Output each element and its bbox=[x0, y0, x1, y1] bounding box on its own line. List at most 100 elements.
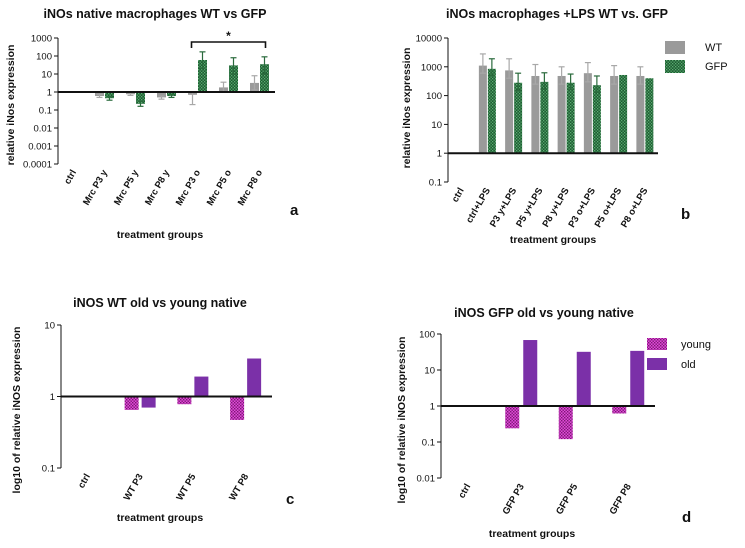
y-tick-label: 1000 bbox=[421, 62, 442, 73]
x-tick-label: ctrl+LPS bbox=[464, 186, 493, 225]
bar-wt bbox=[478, 65, 487, 154]
bar-gfp bbox=[136, 92, 145, 104]
panel-a-plot: 1000 100 10 1 0.1 0.01 0.001 0.0001 ctrl Mrc P3 y… bbox=[23, 29, 275, 208]
panel-d-label: d bbox=[682, 509, 691, 526]
y-tick-label: 0.1 bbox=[429, 178, 442, 189]
bar-old bbox=[576, 351, 591, 406]
y-tick-label: 0.1 bbox=[42, 464, 55, 475]
y-tick-label: 10 bbox=[41, 70, 52, 81]
bar-wt bbox=[610, 75, 619, 154]
panel-d-xlabel: treatment groups bbox=[489, 528, 576, 540]
legend-wt-swatch bbox=[665, 41, 685, 54]
panel-a-ylabel: relative iNos expression bbox=[5, 45, 17, 166]
panel-c-ylabel: log10 of relative iNOS expression bbox=[11, 327, 23, 494]
y-tick-label: 10 bbox=[431, 120, 442, 131]
x-tick-label: ctrl bbox=[62, 168, 79, 186]
x-tick-label: Mrc P5 o bbox=[205, 168, 234, 208]
panel-b-title: iNOs macrophages +LPS WT vs. GFP bbox=[446, 7, 668, 21]
bar-gfp bbox=[229, 65, 238, 92]
bar-young bbox=[558, 406, 573, 440]
panel-d-ylabel: log10 of relative iNOS expression bbox=[396, 337, 408, 504]
x-tick-label: P8 o+LPS bbox=[619, 186, 651, 230]
x-tick-label: Mrc P5 y bbox=[112, 167, 141, 207]
bar-wt bbox=[157, 92, 166, 98]
bar-wt bbox=[531, 75, 540, 154]
bar-gfp bbox=[105, 92, 114, 99]
bar-gfp bbox=[566, 82, 575, 154]
bar-old bbox=[630, 350, 645, 406]
panel-c-plot: 10 1 0.1 ctrl WT P3 WT P5 WT P8 bbox=[42, 321, 272, 503]
bar-old bbox=[523, 340, 538, 406]
y-tick-label: 1 bbox=[437, 149, 442, 160]
y-tick-label: 1000 bbox=[31, 34, 52, 45]
bar-old bbox=[194, 376, 209, 397]
y-tick-label: 100 bbox=[419, 330, 435, 341]
legend-old-label: old bbox=[681, 359, 696, 371]
bar-young bbox=[230, 396, 245, 420]
legend-old-swatch bbox=[647, 358, 667, 370]
panel-b-label: b bbox=[681, 206, 690, 223]
panel-a-xlabel: treatment groups bbox=[117, 229, 204, 241]
x-tick-label: Mrc P3 o bbox=[174, 168, 203, 208]
panel-a-label: a bbox=[290, 202, 299, 219]
legend-gfp-swatch bbox=[665, 60, 685, 73]
y-tick-label: 10 bbox=[424, 366, 435, 377]
bar-young bbox=[124, 396, 139, 410]
bar-gfp bbox=[540, 81, 549, 154]
y-tick-label: 1 bbox=[430, 402, 435, 413]
legend-wt-label: WT bbox=[705, 42, 722, 54]
panel-c-label: c bbox=[286, 491, 294, 508]
bar-wt bbox=[583, 73, 592, 154]
x-tick-label: Mrc P3 y bbox=[81, 167, 110, 207]
panel-a-title: iNOs native macrophages WT vs GFP bbox=[44, 7, 267, 21]
x-tick-label: ctrl bbox=[76, 472, 93, 490]
y-tick-label: 1 bbox=[47, 88, 52, 99]
bar-wt bbox=[636, 75, 645, 154]
x-tick-label: Mrc P8 o bbox=[236, 168, 265, 208]
y-tick-label: 0.1 bbox=[39, 106, 52, 117]
x-tick-label: ctrl bbox=[450, 186, 467, 204]
panel-d: iNOS GFP old vs young native log10 of re… bbox=[396, 306, 711, 540]
x-tick-label: WT P5 bbox=[174, 471, 198, 502]
significance-bracket bbox=[190, 41, 267, 48]
bar-gfp bbox=[260, 64, 269, 92]
y-tick-label: 0.001 bbox=[28, 142, 52, 153]
bar-gfp bbox=[198, 59, 207, 92]
x-tick-label: GFP P3 bbox=[501, 482, 527, 517]
bar-old bbox=[141, 396, 156, 408]
x-tick-label: WT P3 bbox=[122, 472, 146, 503]
y-tick-label: 10000 bbox=[416, 34, 442, 45]
bar-gfp bbox=[619, 74, 628, 154]
legend-young-label: young bbox=[681, 339, 711, 351]
y-tick-label: 1 bbox=[50, 392, 55, 403]
x-tick-label: WT P8 bbox=[227, 472, 251, 503]
y-tick-label: 0.0001 bbox=[23, 160, 52, 171]
bar-gfp bbox=[487, 68, 496, 154]
y-tick-label: 10 bbox=[44, 321, 55, 332]
x-tick-label: ctrl bbox=[456, 482, 473, 500]
x-tick-label: GFP P8 bbox=[608, 482, 634, 517]
y-tick-label: 0.01 bbox=[417, 474, 436, 485]
panel-b-legend: WT GFP bbox=[665, 41, 728, 73]
panel-b-ylabel: relative iNos expression bbox=[401, 48, 413, 169]
bar-young bbox=[177, 396, 192, 405]
bar-gfp bbox=[592, 85, 601, 154]
bar-gfp bbox=[514, 82, 523, 154]
panel-b-xlabel: treatment groups bbox=[510, 234, 597, 246]
significance-star: * bbox=[226, 29, 231, 43]
bar-young bbox=[612, 406, 627, 414]
y-tick-label: 0.1 bbox=[422, 438, 435, 449]
panel-c-title: iNOS WT old vs young native bbox=[73, 296, 247, 310]
panel-d-legend: young old bbox=[647, 338, 711, 371]
panel-d-title: iNOS GFP old vs young native bbox=[454, 306, 634, 320]
y-tick-label: 100 bbox=[426, 91, 442, 102]
panel-a: iNOs native macrophages WT vs GFP relati… bbox=[5, 7, 299, 241]
panel-d-plot: 100 10 1 0.1 0.01 ctrl GFP P3 GFP P5 GFP P8 bbox=[417, 330, 655, 517]
bar-young bbox=[505, 406, 520, 429]
legend-gfp-label: GFP bbox=[705, 61, 728, 73]
panel-b: iNOs macrophages +LPS WT vs. GFP relativ… bbox=[401, 7, 728, 246]
legend-young-swatch bbox=[647, 338, 667, 350]
bar-old bbox=[247, 358, 262, 397]
